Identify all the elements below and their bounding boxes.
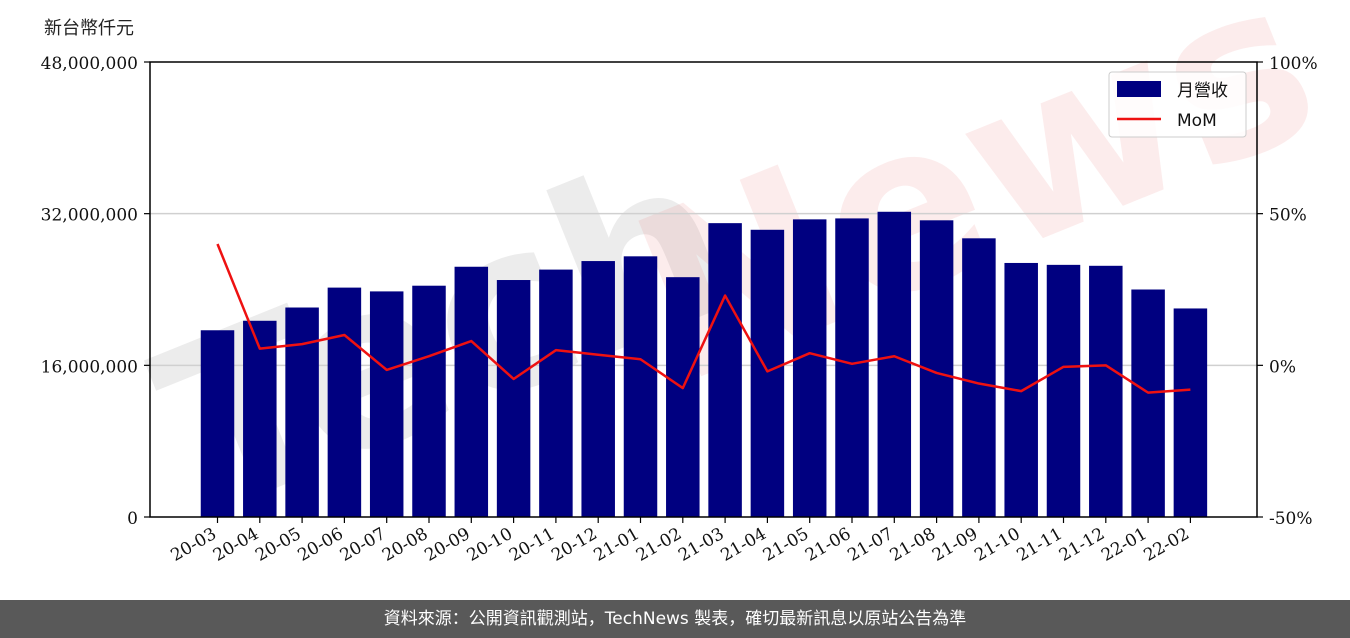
bar xyxy=(623,256,658,517)
bar xyxy=(327,287,362,517)
line-series xyxy=(216,243,1191,394)
bar xyxy=(962,238,996,517)
y-left-tick-label: 0 xyxy=(127,509,138,529)
axes: 0 16,000,000 32,000,000 48,000,000 -50% 0% 50%… xyxy=(41,54,1318,566)
bar xyxy=(1173,308,1208,517)
source-footer: 資料來源：公開資訊觀測站，TechNews 製表，確切最新訊息以原站公告為準 xyxy=(0,600,1350,638)
x-tick-label: 20-07 xyxy=(337,524,389,566)
x-tick-label: 21-12 xyxy=(1056,524,1108,566)
x-tick-label: 21-09 xyxy=(929,524,981,566)
bar xyxy=(666,277,700,517)
y-axis-unit-label: 新台幣仟元 xyxy=(44,18,134,39)
x-tick-label: 20-08 xyxy=(379,524,431,566)
legend-bar-swatch xyxy=(1117,81,1161,97)
y-right-tick-label: 100% xyxy=(1269,54,1318,74)
bar xyxy=(200,330,235,517)
bar xyxy=(369,291,404,517)
revenue-chart: Tech News 016,000,00032,000,00048,000,00… xyxy=(41,0,1350,567)
x-tick-label: 20-10 xyxy=(464,524,516,566)
x-tick-label: 21-02 xyxy=(633,524,685,566)
legend-line-label: MoM xyxy=(1177,111,1217,131)
bar xyxy=(285,307,319,517)
y-right-tick-label: -50% xyxy=(1269,509,1313,529)
x-tick-label: 20-12 xyxy=(548,524,600,566)
y-left-tick-label: 16,000,000 xyxy=(41,357,138,377)
bar xyxy=(1046,264,1081,517)
bar xyxy=(454,266,489,517)
x-tick-label: 21-01 xyxy=(591,524,643,566)
x-tick-label: 20-03 xyxy=(168,524,220,566)
bar xyxy=(243,320,277,517)
x-tick-label: 20-11 xyxy=(506,524,558,566)
x-tick-label: 22-01 xyxy=(1098,524,1150,566)
bar xyxy=(539,269,573,517)
bar-series xyxy=(200,211,1208,518)
x-tick-label: 21-05 xyxy=(760,524,812,566)
bar xyxy=(1131,289,1165,517)
bar xyxy=(750,229,785,517)
bar xyxy=(581,261,615,517)
x-tick-label: 21-04 xyxy=(717,524,769,566)
x-tick-label: 21-10 xyxy=(971,524,1023,566)
x-tick-label: 21-08 xyxy=(887,524,939,566)
bar xyxy=(877,211,912,518)
plot-frame xyxy=(149,61,1258,518)
x-tick-label: 21-03 xyxy=(675,524,727,566)
bar xyxy=(496,280,531,517)
x-tick-label: 22-02 xyxy=(1140,524,1192,566)
legend: 月營收 MoM xyxy=(1108,71,1247,138)
bar xyxy=(792,219,827,517)
legend-bar-label: 月營收 xyxy=(1177,81,1228,101)
mom-line xyxy=(216,243,1191,394)
y-right-tick-label: 50% xyxy=(1269,206,1307,226)
bar xyxy=(708,223,742,518)
y-left-tick-label: 32,000,000 xyxy=(41,206,138,226)
x-tick-label: 21-07 xyxy=(844,524,896,566)
bar xyxy=(412,285,446,517)
x-tick-label: 21-11 xyxy=(1014,524,1066,566)
x-tick-label: 21-06 xyxy=(802,524,854,566)
y-left-tick-label: 48,000,000 xyxy=(41,54,138,74)
x-tick-label: 20-09 xyxy=(421,524,473,566)
y-right-tick-label: 0% xyxy=(1269,357,1296,377)
bar xyxy=(1089,265,1123,517)
bar xyxy=(835,218,869,517)
